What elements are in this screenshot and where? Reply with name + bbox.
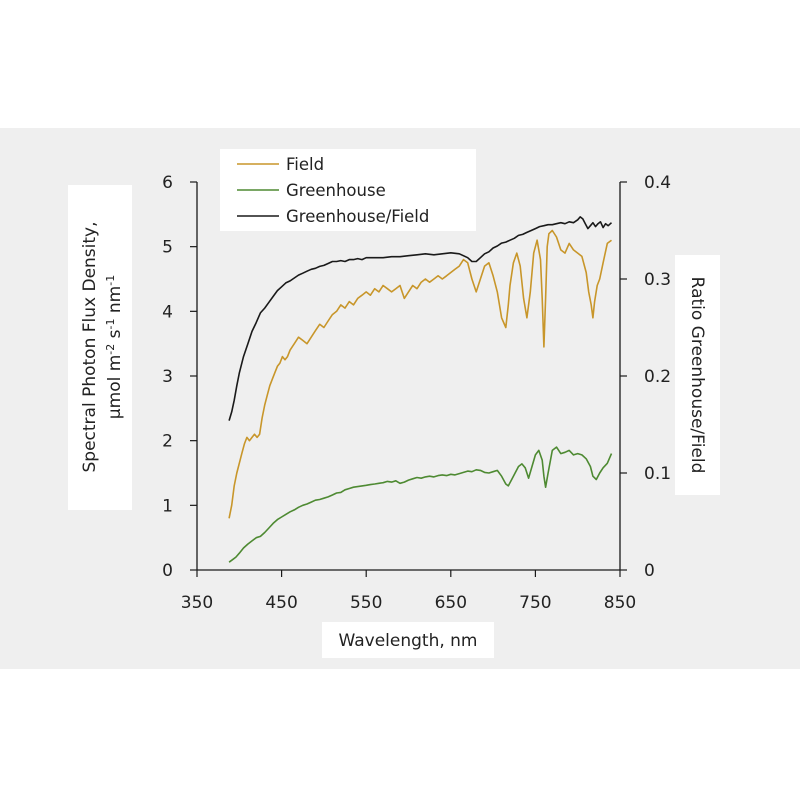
y2-tick-label: 0.2 (644, 367, 671, 387)
ylabel-unit-mid: s (105, 329, 125, 343)
ylabel-unit-sup2: -1 (104, 319, 117, 330)
legend-label-greenhouse: Greenhouse (286, 181, 386, 200)
y2-tick-label: 0.4 (644, 173, 671, 193)
y-tick-label: 6 (162, 173, 173, 193)
ylabel-unit-sup1: -2 (104, 344, 117, 355)
ylabel-unit-end: nm (105, 286, 125, 319)
ylabel-line1: Spectral Photon Flux Density, (80, 221, 100, 472)
x-tick-label: 750 (519, 593, 551, 613)
ylabel-box (68, 185, 132, 510)
series-line-field (228, 229, 612, 519)
y2-tick-label: 0.3 (644, 270, 671, 290)
series-line-ratio (228, 216, 613, 421)
y-tick-label: 4 (162, 302, 173, 322)
xlabel-box (322, 622, 494, 658)
y2-tick-label: 0.1 (644, 464, 671, 484)
x-tick-label: 350 (181, 593, 213, 613)
y2-tick-label: 0 (644, 561, 655, 581)
ylabel-unit-main: μmol m (105, 355, 125, 419)
x-tick-label: 850 (604, 593, 636, 613)
y2label: Ratio Greenhouse/Field (687, 277, 707, 474)
y-tick-label: 0 (162, 561, 173, 581)
ylabel-line2: μmol m-2 s-1 nm-1 (104, 275, 125, 419)
y-tick-label: 1 (162, 496, 173, 516)
series-line-greenhouse (228, 446, 613, 563)
legend-label-field: Field (286, 155, 324, 174)
x-tick-label: 550 (350, 593, 382, 613)
series-layer (228, 216, 613, 563)
y-tick-label: 3 (162, 367, 173, 387)
legend-label-ratio: Greenhouse/Field (286, 207, 429, 226)
x-tick-label: 650 (435, 593, 467, 613)
y-tick-label: 2 (162, 432, 173, 452)
xlabel: Wavelength, nm (339, 631, 478, 651)
ticks-layer: 350 450 550 650 750 850 0 1 2 3 4 5 6 0 0.1 0.2 0.3 0.4 (162, 173, 671, 613)
ylabel-unit-sup3: -1 (104, 275, 117, 286)
y-tick-label: 5 (162, 238, 173, 258)
x-tick-label: 450 (265, 593, 297, 613)
y2label-box (675, 255, 720, 495)
